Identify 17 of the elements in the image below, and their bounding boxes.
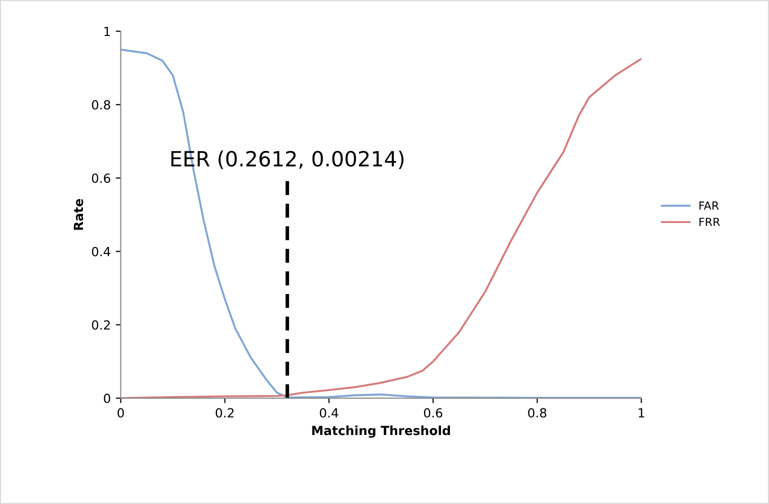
annotation: EER (0.2612, 0.00214) <box>171 150 404 170</box>
y-tick-label: 1 <box>104 26 110 36</box>
x-tick-label: 0.2 <box>216 408 234 418</box>
x-tick-label: 0.8 <box>528 408 546 418</box>
x-axis-title: Matching Threshold <box>312 426 450 438</box>
legend-label: FAR <box>700 202 719 210</box>
x-tick-label: 0.6 <box>424 408 442 418</box>
y-tick-label: 0.4 <box>92 246 110 256</box>
x-tick-label: 0.4 <box>320 408 338 418</box>
x-tick-label: 0 <box>118 408 124 418</box>
y-axis-title: Rate <box>74 199 84 230</box>
y-tick-label: 0 <box>104 394 110 404</box>
y-tick-label: 0.2 <box>92 320 110 330</box>
y-tick-label: 0.6 <box>92 173 110 183</box>
y-tick-label: 0.8 <box>92 100 110 110</box>
x-tick-label: 1 <box>638 408 644 418</box>
legend-label: FRR <box>700 218 720 226</box>
